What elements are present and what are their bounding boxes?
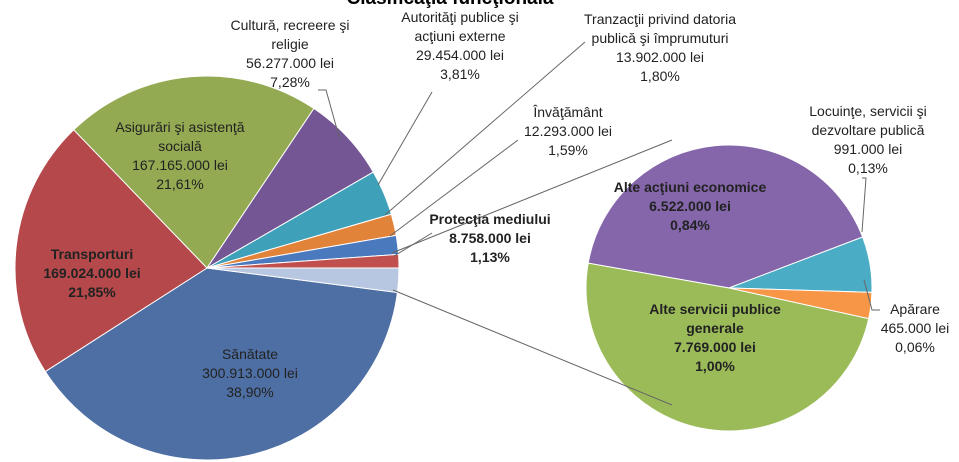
pie-slice xyxy=(73,75,315,269)
label-name: Cultură, recreere şi religie xyxy=(230,17,350,52)
label-value-label: 7.769.000 lei xyxy=(674,339,756,355)
label-name: Locuinţe, servicii şi dezvoltare publică xyxy=(809,103,927,138)
chart-title: Clasificaţia funcţională xyxy=(347,0,554,10)
leader-line xyxy=(861,177,867,233)
slice-label: Apărare 465.000 lei 0,06% xyxy=(870,300,959,357)
label-percent-label: 1,80% xyxy=(640,68,680,84)
label-percent-label: 0,13% xyxy=(848,160,888,176)
slice-label: Învăţământ 12.293.000 lei 1,59% xyxy=(508,103,628,160)
leader-line xyxy=(377,91,433,186)
label-name: Autorităţi publice şi acţiuni externe xyxy=(401,9,519,44)
pie-slice-other xyxy=(206,267,400,294)
label-percent-label: 0,06% xyxy=(895,339,935,355)
label-percent-label: 1,13% xyxy=(470,249,510,265)
label-value-label: 300.913.000 lei xyxy=(202,365,298,381)
slice-label: Asigurări şi asistenţă socială 167.165.00… xyxy=(95,118,265,194)
label-percent-label: 1,00% xyxy=(695,358,735,374)
label-name: Alte acţiuni economice xyxy=(613,179,767,195)
label-percent-label: 38,90% xyxy=(226,384,274,400)
slice-label: Sănătate 300.913.000 lei 38,90% xyxy=(170,345,330,402)
label-value-label: 6.522.000 lei xyxy=(649,198,731,214)
slice-label: Protecţia mediului 8.758.000 lei 1,13% xyxy=(425,210,555,267)
label-name: Învăţământ xyxy=(533,104,603,120)
secondary-slice xyxy=(587,144,864,289)
slice-label: Cultură, recreere şi religie 56.277.000 l… xyxy=(210,16,370,92)
slice-label: Autorităţi publice şi acţiuni externe 29.… xyxy=(380,8,540,84)
secondary-slice xyxy=(585,262,870,432)
slice-label: Transporturi 169.024.000 lei 21,85% xyxy=(17,245,167,302)
leader-line xyxy=(863,279,880,311)
slice-label: Alte acţiuni economice 6.522.000 lei 0,84% xyxy=(605,178,775,235)
slice-label: Locuinţe, servicii şi dezvoltare publică… xyxy=(788,102,948,178)
label-value-label: 13.902.000 lei xyxy=(616,49,704,65)
connector-line xyxy=(392,289,673,406)
leader-line xyxy=(384,41,586,216)
label-percent-label: 0,84% xyxy=(670,217,710,233)
connectors xyxy=(318,41,880,406)
slice-label: Tranzacţii privind datoria publică şi îm… xyxy=(560,10,760,86)
label-name: Apărare xyxy=(890,301,940,317)
label-value-label: 56.277.000 lei xyxy=(246,55,334,71)
leader-line xyxy=(393,232,433,257)
label-name: Protecţia mediului xyxy=(429,211,551,227)
label-percent-label: 21,61% xyxy=(156,176,204,192)
label-value-label: 465.000 lei xyxy=(880,320,950,336)
label-percent-label: 21,85% xyxy=(68,284,116,300)
slice-label: Alte servicii publice generale 7.769.000 … xyxy=(630,300,800,376)
label-value-label: 29.454.000 lei xyxy=(416,47,504,63)
label-value-label: 991.000 lei xyxy=(833,141,903,157)
pie-slice xyxy=(44,267,398,461)
label-value-label: 8.758.000 lei xyxy=(449,230,531,246)
connector-line xyxy=(391,139,673,254)
label-value-label: 12.293.000 lei xyxy=(524,123,612,139)
leader-line xyxy=(318,89,341,141)
label-name: Tranzacţii privind datoria publică şi îm… xyxy=(584,11,736,46)
label-name: Asigurări şi asistenţă socială xyxy=(115,119,245,154)
label-name: Sănătate xyxy=(221,346,279,362)
label-percent-label: 1,59% xyxy=(548,142,588,158)
label-name: Transporturi xyxy=(50,246,134,262)
label-value-label: 167.165.000 lei xyxy=(132,157,228,173)
label-value-label: 169.024.000 lei xyxy=(43,265,141,281)
pie-slice xyxy=(14,129,208,373)
label-percent-label: 7,28% xyxy=(270,74,310,90)
label-name: Alte servicii publice generale xyxy=(649,301,781,336)
leader-line xyxy=(389,139,519,237)
label-percent-label: 3,81% xyxy=(440,66,480,82)
